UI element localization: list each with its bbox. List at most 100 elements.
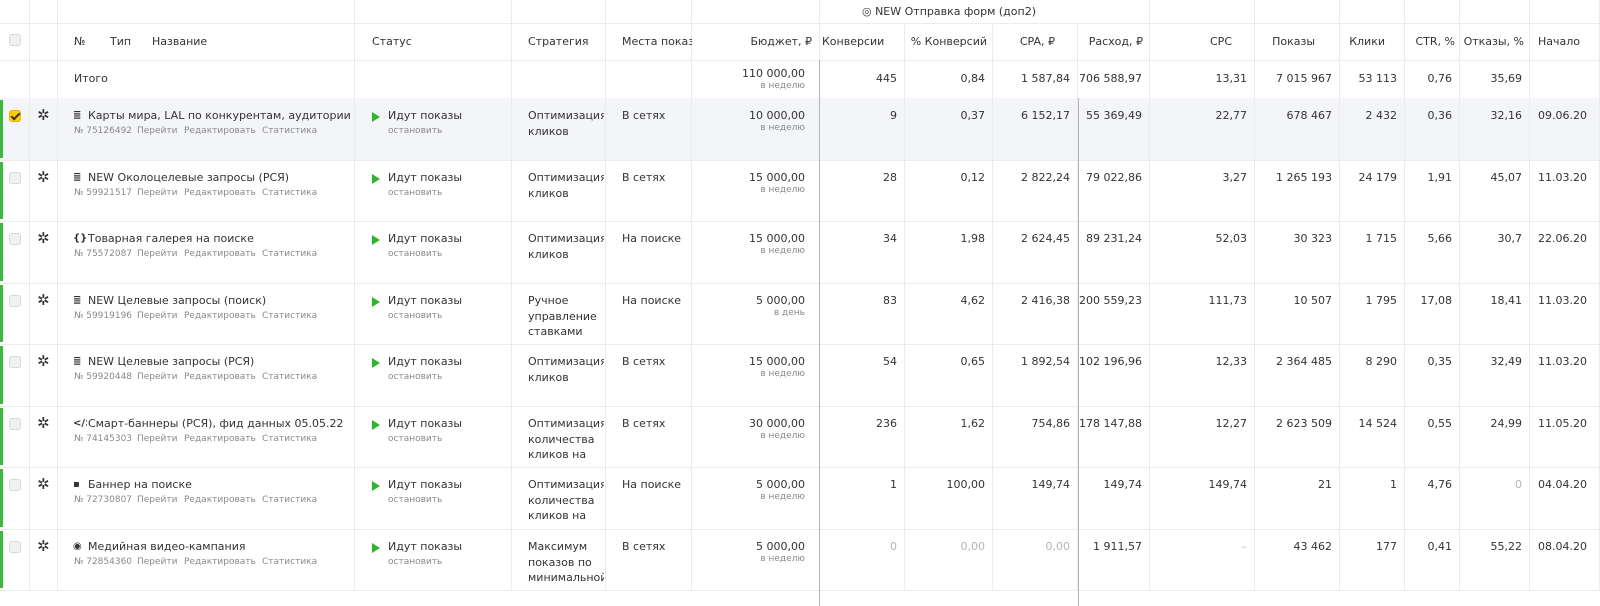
stop-link[interactable]: остановить — [388, 434, 443, 444]
go-link[interactable]: Перейти — [137, 557, 178, 567]
row-checkbox[interactable] — [9, 233, 21, 245]
campaign-name[interactable]: NEW Целевые запросы (РСЯ) — [88, 355, 255, 368]
edit-link[interactable]: Редактировать — [184, 557, 256, 567]
budget-amount[interactable]: 5 000,00 — [756, 478, 805, 491]
budget-value[interactable]: 10 000,00 — [700, 109, 805, 122]
gear-icon[interactable]: ✲ — [37, 414, 50, 432]
row-checkbox[interactable] — [9, 110, 21, 122]
edit-link[interactable]: Редактировать — [184, 311, 256, 321]
edit-link[interactable]: Редактировать — [184, 434, 256, 444]
budget-amount[interactable]: 15 000,00 — [749, 355, 805, 368]
budget-amount[interactable]: 15 000,00 — [749, 171, 805, 184]
header-strategy[interactable]: Стратегия — [528, 35, 589, 48]
campaign-name[interactable]: Смарт-баннеры (РСЯ), фид данных 05.05.22 — [88, 417, 344, 430]
header-cpa[interactable]: CPA, ₽ — [1019, 35, 1055, 48]
table-row[interactable]: ✲ {} Товарная галерея на поиске № 75572087 П… — [0, 221, 1600, 284]
stats-link[interactable]: Статистика — [262, 126, 318, 136]
gear-icon[interactable]: ✲ — [37, 352, 50, 370]
go-link[interactable]: Перейти — [137, 311, 178, 321]
edit-link[interactable]: Редактировать — [184, 249, 256, 259]
budget-value[interactable]: 15 000,00 — [700, 232, 805, 245]
edit-link[interactable]: Редактировать — [184, 495, 256, 505]
stats-link[interactable]: Статистика — [262, 495, 318, 505]
stats-link[interactable]: Статистика — [262, 434, 318, 444]
stop-link[interactable]: остановить — [388, 495, 443, 505]
budget-amount[interactable]: 30 000,00 — [749, 417, 805, 430]
budget-amount[interactable]: 5 000,00 — [756, 294, 805, 307]
edit-link[interactable]: Редактировать — [184, 188, 256, 198]
table-row[interactable]: ✲ ≣ NEW Околоцелевые запросы (РСЯ) № 599215… — [0, 160, 1600, 222]
goal-group-header[interactable]: ◎ NEW Отправка форм (доп2) — [861, 5, 1036, 18]
header-bounce[interactable]: Отказы, % — [1463, 35, 1524, 48]
gear-icon[interactable]: ✲ — [37, 291, 50, 309]
header-cpc[interactable]: CPC — [1210, 35, 1232, 48]
go-link[interactable]: Перейти — [137, 249, 178, 259]
header-status[interactable]: Статус — [372, 35, 412, 48]
row-checkbox[interactable] — [9, 172, 21, 184]
budget-amount[interactable]: 15 000,00 — [749, 232, 805, 245]
budget-value[interactable]: 30 000,00 — [700, 417, 805, 430]
budget-value[interactable]: 15 000,00 — [700, 355, 805, 368]
budget-amount[interactable]: 5 000,00 — [756, 540, 805, 553]
go-link[interactable]: Перейти — [137, 495, 178, 505]
stats-link[interactable]: Статистика — [262, 249, 318, 259]
go-link[interactable]: Перейти — [137, 372, 178, 382]
campaign-name[interactable]: Медийная видео-кампания — [88, 540, 246, 553]
header-ctr[interactable]: CTR, % — [1415, 35, 1456, 48]
stop-link[interactable]: остановить — [388, 372, 443, 382]
campaign-name[interactable]: NEW Околоцелевые запросы (РСЯ) — [88, 171, 290, 184]
row-checkbox[interactable] — [9, 356, 21, 368]
stats-link[interactable]: Статистика — [262, 557, 318, 567]
cell-divider — [1150, 160, 1255, 221]
header-spend[interactable]: Расход, ₽ — [1088, 35, 1143, 48]
header-clicks[interactable]: Клики — [1349, 35, 1385, 48]
budget-value[interactable]: 15 000,00 — [700, 171, 805, 184]
table-row[interactable]: ✲ ≣ Карты мира, LAL по конкурентам, аудито… — [0, 98, 1600, 161]
campaign-name[interactable]: Баннер на поиске — [88, 478, 192, 491]
budget-amount[interactable]: 10 000,00 — [749, 109, 805, 122]
row-checkbox[interactable] — [9, 295, 21, 307]
edit-link[interactable]: Редактировать — [184, 126, 256, 136]
stop-link[interactable]: остановить — [388, 188, 443, 198]
campaign-name[interactable]: Карты мира, LAL по конкурентам, аудитори… — [88, 109, 350, 122]
row-checkbox[interactable] — [9, 541, 21, 553]
header-budget[interactable]: Бюджет, ₽ — [750, 35, 813, 48]
stats-link[interactable]: Статистика — [262, 188, 318, 198]
budget-value[interactable]: 5 000,00 — [700, 540, 805, 553]
table-row[interactable]: ✲ ≣ NEW Целевые запросы (поиск) № 59919196 П… — [0, 283, 1600, 345]
row-checkbox[interactable] — [9, 418, 21, 430]
stop-link[interactable]: остановить — [388, 126, 443, 136]
header-num[interactable]: № — [74, 35, 86, 48]
edit-link[interactable]: Редактировать — [184, 372, 256, 382]
table-row[interactable]: ✲ </>Смарт-баннеры (РСЯ), фид данных 05.0… — [0, 406, 1600, 468]
budget-value[interactable]: 5 000,00 — [700, 478, 805, 491]
stop-link[interactable]: остановить — [388, 249, 443, 259]
header-conv-pct[interactable]: % Конверсий — [910, 35, 987, 48]
go-link[interactable]: Перейти — [137, 188, 178, 198]
header-conversions[interactable]: Конверсии — [822, 35, 885, 48]
campaign-name[interactable]: NEW Целевые запросы (поиск) — [88, 294, 267, 307]
gear-icon[interactable]: ✲ — [37, 537, 50, 555]
stats-link[interactable]: Статистика — [262, 372, 318, 382]
table-row[interactable]: ✲ ◉ Медийная видео-кампания № 72854360 Перей… — [0, 529, 1600, 591]
header-start[interactable]: Начало — [1538, 35, 1581, 48]
gear-icon[interactable]: ✲ — [37, 475, 50, 493]
go-link[interactable]: Перейти — [137, 126, 178, 136]
header-type[interactable]: Тип — [110, 35, 132, 48]
gear-icon[interactable]: ✲ — [37, 229, 50, 247]
table-row[interactable]: ✲ ▪ Баннер на поиске № 72730807 Перейти Редак… — [0, 467, 1600, 530]
stop-link[interactable]: остановить — [388, 311, 443, 321]
row-checkbox[interactable] — [9, 479, 21, 491]
campaign-name[interactable]: Товарная галерея на поиске — [88, 232, 254, 245]
gear-icon[interactable]: ✲ — [37, 106, 50, 124]
gear-icon[interactable]: ✲ — [37, 168, 50, 186]
stats-link[interactable]: Статистика — [262, 311, 318, 321]
go-link[interactable]: Перейти — [137, 434, 178, 444]
table-row[interactable]: ✲ ≣ NEW Целевые запросы (РСЯ) № 59920448 Пер… — [0, 344, 1600, 407]
select-all-checkbox[interactable] — [9, 34, 21, 46]
budget-value[interactable]: 5 000,00 — [700, 294, 805, 307]
stop-link[interactable]: остановить — [388, 557, 443, 567]
header-name[interactable]: Название — [152, 35, 208, 48]
header-impressions[interactable]: Показы — [1272, 35, 1315, 48]
header-places[interactable]: Места показ — [622, 35, 692, 48]
